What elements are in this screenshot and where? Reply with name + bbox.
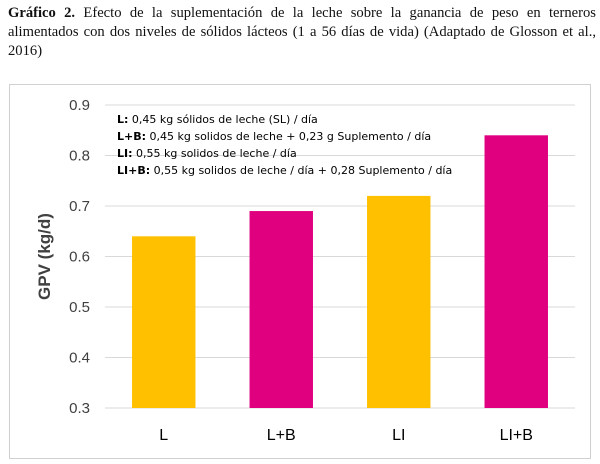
annotation-line: L+B: 0,45 kg solidos de leche + 0,23 g S… bbox=[117, 130, 431, 143]
y-axis-ticks: 0.3 0.4 0.5 0.6 0.7 0.8 0.9 bbox=[69, 97, 90, 417]
annotation-text: 0,45 kg solidos de leche + 0,23 g Suplem… bbox=[146, 130, 431, 143]
x-tick-label: L bbox=[159, 427, 168, 444]
annotation-text: 0,45 kg sólidos de leche (SL) / día bbox=[128, 113, 317, 126]
y-tick-label: 0.3 bbox=[69, 400, 90, 417]
bar-l-plus-b bbox=[249, 211, 313, 408]
annotation-key: L+B: bbox=[117, 130, 146, 143]
caption-text: Efecto de la suplementación de la leche … bbox=[8, 5, 596, 59]
bar-chart: 0.3 0.4 0.5 0.6 0.7 0.8 0.9 L L+B LI LI+B GPV (kg… bbox=[35, 97, 575, 444]
annotation-text: 0,55 kg solidos de leche / día + 0,28 Su… bbox=[150, 164, 452, 177]
x-tick-label: LI bbox=[392, 427, 405, 444]
annotation-text: 0,55 kg solidos de leche / día bbox=[133, 147, 297, 160]
annotation-key: LI: bbox=[117, 147, 133, 160]
y-axis-label: GPV (kg/d) bbox=[35, 213, 54, 300]
legend-annotations: L: 0,45 kg sólidos de leche (SL) / día L+… bbox=[117, 113, 452, 177]
figure-caption: Gráfico 2. Efecto de la suplementación d… bbox=[8, 4, 596, 61]
x-tick-label: L+B bbox=[267, 427, 296, 444]
bar-li-plus-b bbox=[484, 135, 548, 409]
y-tick-label: 0.8 bbox=[69, 148, 90, 165]
y-tick-label: 0.6 bbox=[69, 249, 90, 266]
y-tick-label: 0.4 bbox=[69, 350, 90, 367]
x-axis-labels: L L+B LI LI+B bbox=[159, 427, 533, 444]
y-tick-label: 0.7 bbox=[69, 198, 90, 215]
bar-li bbox=[367, 195, 431, 408]
annotation-line: L: 0,45 kg sólidos de leche (SL) / día bbox=[117, 113, 318, 126]
annotation-line: LI+B: 0,55 kg solidos de leche / día + 0… bbox=[117, 164, 452, 177]
annotation-key: LI+B: bbox=[117, 164, 150, 177]
x-tick-label: LI+B bbox=[500, 427, 533, 444]
y-tick-label: 0.9 bbox=[69, 97, 90, 114]
chart-container: 0.3 0.4 0.5 0.6 0.7 0.8 0.9 L L+B LI LI+B GPV (kg… bbox=[9, 84, 591, 459]
annotation-line: LI: 0,55 kg solidos de leche / día bbox=[117, 147, 297, 160]
y-tick-label: 0.5 bbox=[69, 299, 90, 316]
annotation-key: L: bbox=[117, 113, 128, 126]
bars bbox=[132, 135, 548, 409]
caption-label: Gráfico 2. bbox=[8, 5, 76, 21]
bar-l bbox=[132, 236, 196, 408]
